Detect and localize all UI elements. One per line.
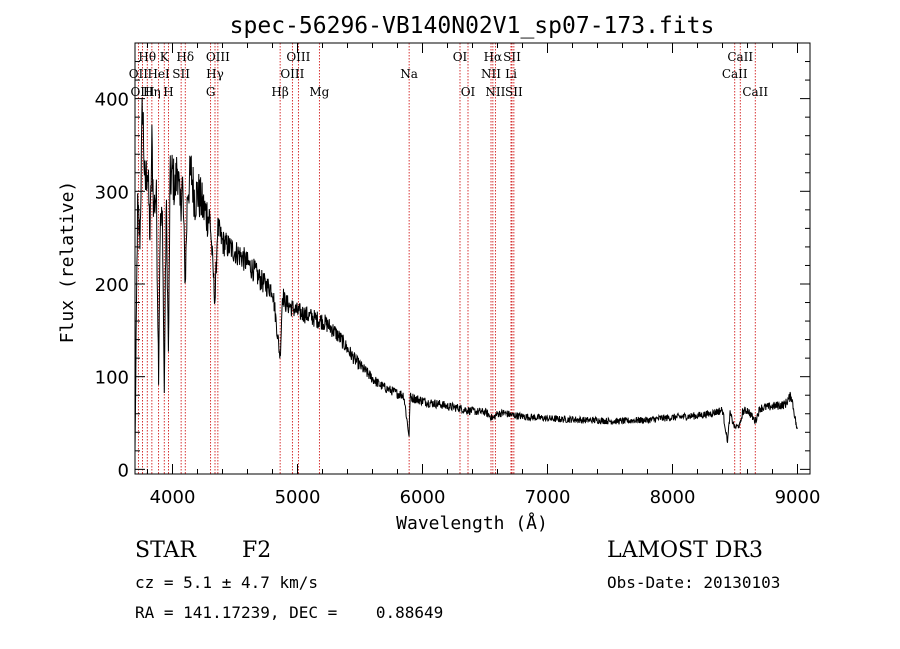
spectral-line-label: OI [453,50,468,64]
spectral-line-label: H [163,85,173,99]
tick-labels: 4000 5000 6000 7000 8000 9000 0 100 200 300 400 [95,90,821,508]
spectral-line-label: SII [503,50,521,64]
spectral-line-label: OIII [280,67,304,81]
spectral-line-label: CaII [722,67,748,81]
spectral-line-label: OIII [206,50,230,64]
plot-frame [134,42,811,475]
spectral-line-label: K [160,50,170,64]
spectral-line-label: NII [485,85,505,99]
spectral-line-label: G [206,85,216,99]
spectral-line-label: Hα [484,50,503,64]
spectral-line-label: SII [505,85,523,99]
spectral-line-labels: Hθ OII OIII K HeI Hη SII H Hδ OIII Hγ G Hβ OIII OIII Mg… [129,50,769,99]
y-tick-label: 0 [118,460,129,481]
spectral-line-label: CaII [742,85,768,99]
x-tick-label: 4000 [150,487,196,508]
spectral-line-label: Hδ [176,50,194,64]
spectral-line-label: OIII [286,50,310,64]
spectral-line-label: Na [400,67,418,81]
spectral-line-label: HeI [147,67,170,81]
object-class: STAR [135,538,196,563]
chart-title: spec-56296-VB140N02V1_sp07-173.fits [230,13,715,39]
obs-date: Obs-Date: 20130103 [607,573,781,592]
spectral-line-label: Hγ [206,67,224,81]
spectral-line-label: Hη [143,85,161,99]
coordinates: RA = 141.17239, DEC = 0.88649 [135,603,444,622]
redshift-cz: cz = 5.1 ± 4.7 km/s [135,573,319,592]
y-tick-label: 400 [95,90,129,111]
spectrum-line [134,97,798,451]
spectral-line-markers [137,43,756,474]
axis-ticks [135,43,810,474]
y-tick-label: 200 [95,275,129,296]
spectral-line-label: CaII [727,50,753,64]
survey-name: LAMOST DR3 [607,538,763,563]
spectral-line-label: Hθ [138,50,156,64]
spectral-line-label: Hβ [271,85,288,99]
spectral-line-label: OII [129,67,149,81]
x-tick-label: 8000 [650,487,696,508]
spectral-line-label: SII [172,67,190,81]
spectral-line-label: NII [481,67,501,81]
object-subclass: F2 [242,538,272,563]
spectral-line-label: Mg [309,85,329,99]
y-tick-label: 100 [95,368,129,389]
spectral-line-label: OI [461,85,476,99]
x-tick-label: 7000 [525,487,571,508]
x-tick-label: 6000 [400,487,446,508]
spectral-line-label: OIII [130,85,154,99]
y-axis-label: Flux (relative) [57,181,78,344]
spectral-line-label: Li [505,67,517,81]
x-axis-label: Wavelength (Å) [396,512,548,534]
y-tick-label: 300 [95,182,129,203]
x-tick-label: 5000 [275,487,321,508]
x-tick-label: 9000 [775,487,821,508]
